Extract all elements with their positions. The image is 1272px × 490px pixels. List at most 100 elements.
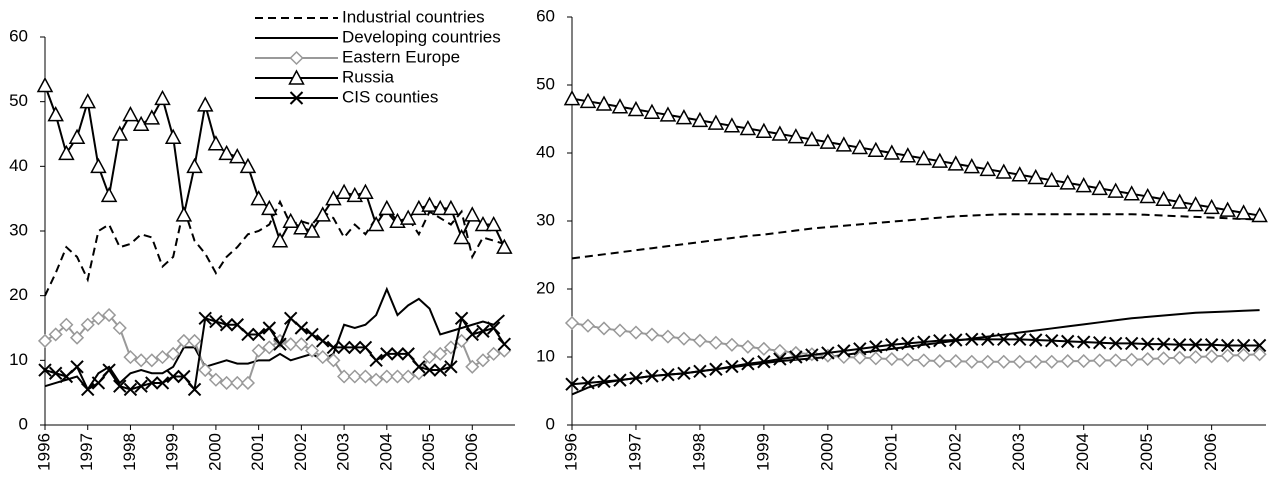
marker-x — [1188, 338, 1203, 352]
marker-diamond — [390, 369, 405, 384]
marker-diamond — [884, 351, 899, 367]
marker-x — [444, 360, 458, 374]
marker-triangle — [1059, 174, 1076, 190]
marker-triangle — [1171, 193, 1188, 209]
legend-label: Developing countries — [342, 27, 501, 46]
marker-diamond — [836, 349, 851, 365]
marker-x — [1220, 338, 1235, 353]
marker-x — [198, 311, 212, 326]
marker-x — [853, 342, 867, 356]
marker-x — [433, 363, 447, 377]
marker-x — [390, 347, 405, 361]
marker-diamond — [1156, 351, 1171, 366]
marker-diamond — [294, 337, 309, 352]
marker-triangle — [239, 157, 257, 174]
marker-x — [369, 353, 383, 368]
marker-x — [613, 373, 627, 387]
marker-diamond — [48, 327, 63, 342]
marker-triangle — [282, 212, 299, 229]
marker-triangle — [367, 215, 385, 232]
marker-x — [837, 344, 851, 358]
x-tick-label: 2005 — [419, 433, 438, 471]
marker-triangle — [335, 183, 353, 199]
marker-triangle — [579, 92, 597, 109]
marker-x — [134, 379, 148, 393]
marker-x — [1029, 333, 1043, 347]
marker-diamond — [948, 354, 963, 369]
marker-diamond — [198, 362, 213, 378]
marker-diamond — [304, 343, 320, 358]
marker-diamond — [868, 351, 883, 366]
marker-x — [821, 346, 835, 360]
marker-triangle — [442, 199, 460, 216]
marker-x — [70, 360, 84, 374]
marker-triangle — [883, 144, 901, 160]
marker-x — [38, 363, 52, 377]
marker-triangle — [771, 125, 789, 141]
x-tick-label: 1997 — [77, 433, 96, 471]
marker-triangle — [250, 190, 267, 206]
marker-triangle — [421, 196, 438, 212]
legend-label: Russia — [342, 67, 395, 86]
marker-x — [661, 367, 675, 382]
marker-diamond — [326, 353, 341, 368]
marker-diamond — [155, 350, 170, 365]
marker-triangle — [175, 206, 193, 222]
marker-triangle — [218, 144, 235, 161]
marker-diamond — [358, 369, 373, 384]
marker-diamond — [59, 317, 74, 332]
marker-diamond — [1108, 353, 1123, 368]
marker-x — [949, 333, 963, 347]
marker-x — [997, 332, 1011, 347]
marker-x — [316, 334, 330, 348]
marker-triangle — [1107, 182, 1124, 198]
marker-diamond — [740, 339, 755, 354]
marker-triangle — [627, 100, 645, 117]
marker-triangle — [164, 128, 182, 144]
marker-x — [273, 337, 287, 351]
marker-triangle — [1123, 185, 1140, 201]
marker-diamond — [676, 331, 691, 346]
marker-triangle — [111, 125, 129, 141]
marker-diamond — [964, 354, 979, 369]
marker-x — [59, 369, 74, 384]
marker-x — [155, 376, 170, 390]
x-tick-label: 1996 — [34, 433, 53, 471]
marker-x — [645, 369, 659, 383]
marker-diamond — [996, 354, 1011, 369]
marker-triangle — [851, 138, 869, 155]
y-tick-label: 40 — [536, 142, 555, 161]
marker-x — [565, 377, 579, 391]
marker-x — [123, 382, 138, 397]
marker-triangle — [1091, 179, 1108, 196]
marker-diamond — [347, 369, 362, 384]
marker-x — [48, 366, 63, 380]
series-line — [571, 97, 1260, 217]
marker-x — [209, 314, 223, 329]
marker-triangle — [1251, 206, 1268, 223]
marker-x — [454, 311, 469, 326]
x-tick-label: 1997 — [625, 433, 644, 471]
marker-diamond — [1076, 354, 1091, 369]
marker-triangle — [271, 232, 289, 248]
marker-x — [709, 362, 723, 376]
marker-x — [422, 363, 437, 377]
marker-triangle — [186, 157, 203, 174]
marker-x — [337, 340, 351, 355]
marker-diamond — [1188, 349, 1203, 365]
marker-x — [629, 371, 643, 385]
marker-triangle — [288, 69, 305, 85]
marker-diamond — [176, 333, 191, 348]
marker-x — [486, 321, 501, 335]
marker-triangle — [675, 109, 693, 125]
marker-diamond — [564, 315, 580, 331]
marker-diamond — [283, 337, 298, 352]
marker-triangle — [90, 157, 107, 174]
marker-diamond — [123, 350, 138, 365]
marker-diamond — [756, 341, 771, 356]
marker-diamond — [289, 50, 304, 66]
marker-triangle — [947, 155, 965, 171]
marker-x — [1013, 332, 1027, 347]
marker-diamond — [932, 354, 947, 369]
marker-diamond — [379, 369, 394, 384]
